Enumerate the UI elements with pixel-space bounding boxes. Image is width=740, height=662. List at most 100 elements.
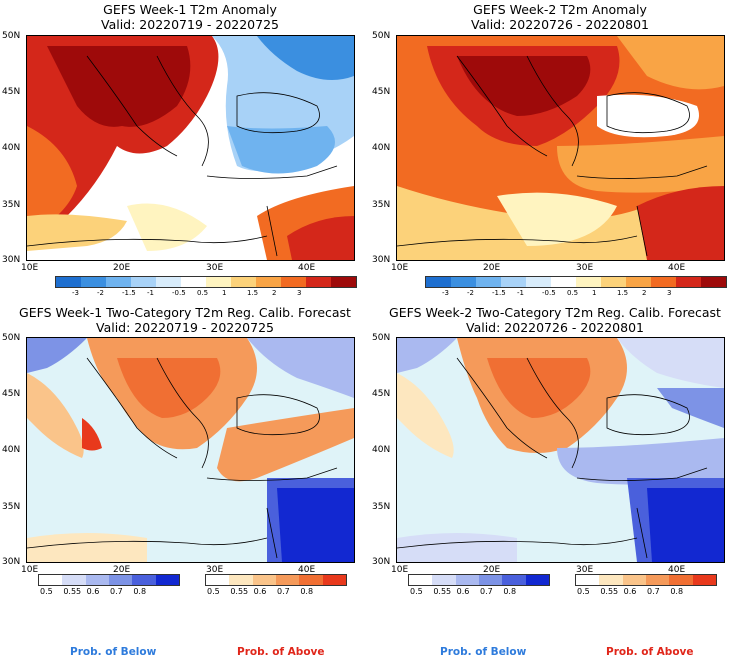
footer-above-label-right: Prob. of Above [606,646,694,658]
panel3-lon-10e: 10E [21,565,39,575]
panel3-lat-50n: 50N [2,333,21,343]
panel1-colorbar-swatch-2 [106,277,131,287]
panel2-colorbar-tick-2: -1.5 [492,289,506,297]
panel3-above-swatch-4 [299,575,323,585]
panel4-below-swatch-1 [432,575,456,585]
panel1-lon-20e: 20E [113,263,131,273]
panel4-above-swatch-1 [599,575,623,585]
panel3-lat-45n: 45N [2,389,21,399]
panel1-lon-40e: 40E [298,263,316,273]
panel4-above-tick-2: 0.6 [623,587,637,596]
panel4-below-tick-3: 0.7 [480,587,493,596]
panel2-colorbar-swatch-3 [501,277,526,287]
panel1-valid: Valid: 20220719 - 20220725 [100,17,279,32]
panel2-colorbar-tick-0: -3 [442,289,449,297]
panel2-colorbar-tick-1: -2 [467,289,474,297]
panel3-below-tick-4: 0.8 [133,587,147,596]
panel4-above-tick-3: 0.7 [647,587,660,596]
panel1-colorbar-swatch-10 [306,277,331,287]
panel3-below-tick-2: 0.6 [86,587,100,596]
panel3-below-colorbar [38,574,180,586]
panel3-lat-30n: 30N [2,557,21,567]
panel1-colorbar-swatch-5 [181,277,206,287]
panel4-below-swatch-0 [409,575,433,585]
panel1-lat-30n: 30N [2,255,21,265]
panel2-colorbar-tick-9: 3 [667,289,672,297]
panel4-above-colorbar [575,574,717,586]
panel3-above-tick-4: 0.8 [300,587,314,596]
panel4-below-swatch-2 [455,575,479,585]
panel1-colorbar-tick-7: 1.5 [247,289,259,297]
panel3-above-swatch-0 [206,575,230,585]
panel2-colorbar-tick-3: -1 [517,289,524,297]
panel1-colorbar-tick-8: 2 [272,289,277,297]
panel2-valid: Valid: 20220726 - 20220801 [470,17,649,32]
footer-below-label-right: Prob. of Below [440,646,527,658]
panel2-colorbar-swatch-6 [576,277,601,287]
panel4-below-swatch-5 [525,575,549,585]
panel2-colorbar-tick-5: 0.5 [567,289,579,297]
panel1-colorbar-swatch-3 [131,277,156,287]
footer-below-label-left: Prob. of Below [70,646,157,658]
panel1-colorbar-swatch-6 [206,277,231,287]
panel2-lat-35n: 35N [372,200,391,210]
panel1-lat-50n: 50N [2,31,21,41]
panel3-below-swatch-5 [155,575,179,585]
panel3-above-tick-1: 0.55 [230,587,249,596]
panel2-colorbar-swatch-5 [551,277,576,287]
panel4-lon-10e: 10E [391,565,409,575]
panel3-below-swatch-4 [132,575,156,585]
panel2-map [396,35,725,261]
footer-above-label-left: Prob. of Above [237,646,325,658]
panel1-colorbar-tick-1: -2 [97,289,104,297]
panel4-lat-40n: 40N [372,445,391,455]
panel3-valid: Valid: 20220719 - 20220725 [95,320,274,335]
panel4-above-swatch-3 [645,575,670,585]
panel2-title: GEFS Week-2 T2m Anomaly [473,2,647,17]
panel2-lat-30n: 30N [372,255,391,265]
panel3-lon-20e: 20E [113,565,131,575]
panel4-lat-35n: 35N [372,502,391,512]
panel3-below-swatch-1 [62,575,86,585]
panel2-colorbar-tick-7: 1.5 [617,289,629,297]
panel4-lon-20e: 20E [483,565,501,575]
panel4-above-swatch-0 [576,575,600,585]
panel2-lat-40n: 40N [372,143,391,153]
panel4-above-tick-1: 0.55 [600,587,619,596]
panel2-colorbar-swatch-2 [476,277,501,287]
panel3-above-tick-2: 0.6 [253,587,267,596]
panel4-above-swatch-5 [692,575,716,585]
panel4-above-swatch-4 [669,575,693,585]
panel2-lon-30e: 30E [576,263,594,273]
panel1-colorbar-swatch-11 [331,277,356,287]
panel4-below-tick-1: 0.55 [433,587,452,596]
panel4-lon-30e: 30E [576,565,594,575]
panel3-lon-30e: 30E [206,565,224,575]
panel1-colorbar-tick-6: 1 [222,289,227,297]
panel3-title: GEFS Week-1 Two-Category T2m Reg. Calib.… [19,305,351,320]
panel3-below-swatch-0 [39,575,63,585]
panel2-colorbar-swatch-10 [676,277,701,287]
panel4-above-tick-4: 0.8 [670,587,684,596]
panel2-lon-10e: 10E [391,263,409,273]
panel4-below-tick-4: 0.8 [503,587,517,596]
panel2-colorbar-swatch-4 [526,277,551,287]
panel4-lat-50n: 50N [372,333,391,343]
panel4-below-tick-0: 0.5 [410,587,423,596]
panel3-below-swatch-3 [108,575,133,585]
panel3-above-swatch-5 [322,575,346,585]
panel4-below-swatch-3 [478,575,503,585]
panel2-colorbar-swatch-11 [701,277,726,287]
panel1-colorbar-swatch-4 [156,277,181,287]
panel1-colorbar-tick-5: 0.5 [197,289,209,297]
panel1-colorbar-tick-9: 3 [297,289,302,297]
panel4-valid: Valid: 20220726 - 20220801 [465,320,644,335]
panel1-title: GEFS Week-1 T2m Anomaly [103,2,277,17]
panel1-lon-10e: 10E [21,263,39,273]
panel2-lon-40e: 40E [668,263,686,273]
panel1-colorbar-tick-2: -1.5 [122,289,136,297]
panel1-lat-45n: 45N [2,87,21,97]
panel2-lat-50n: 50N [372,31,391,41]
panel3-above-swatch-1 [229,575,253,585]
panel2-colorbar-tick-4: -0.5 [542,289,556,297]
